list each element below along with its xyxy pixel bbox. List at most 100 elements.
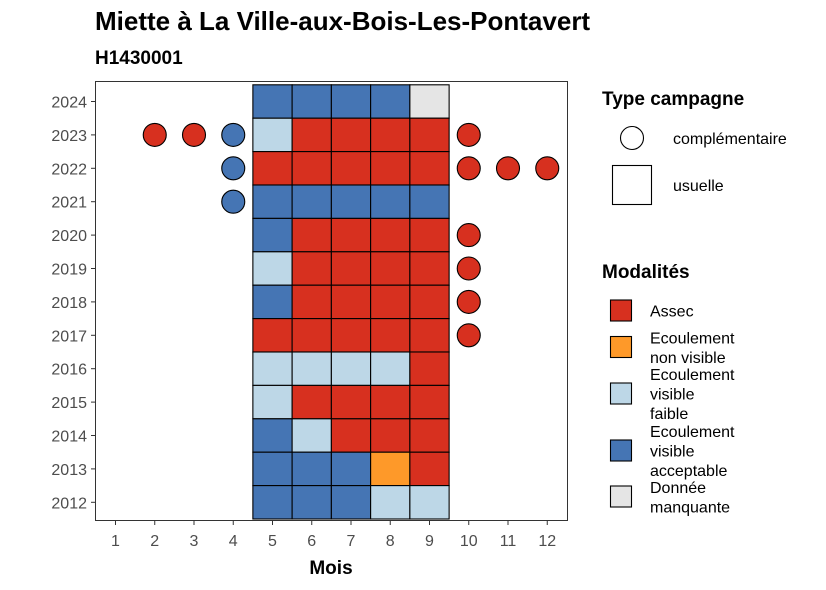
y-axis: 2024 2023 2022 2021 2020 2019 2018 2017 2016 2015…	[51, 95, 95, 512]
tile-2012-6	[291, 485, 332, 520]
tile-2019-8	[370, 251, 411, 286]
x-tick-label: 8	[386, 533, 395, 550]
tile-2020-5	[252, 217, 293, 253]
point-2020-10	[456, 223, 481, 248]
legend-key-ecoul_vf	[609, 382, 633, 405]
tile-2023-6	[291, 117, 332, 153]
y-tick-label: 2023	[51, 128, 87, 145]
tile-2020-8	[370, 217, 411, 253]
tile-2014-5	[252, 418, 293, 453]
tile-2019-5	[252, 251, 293, 286]
y-tick-label: 2021	[51, 195, 87, 212]
legend-type-label: complémentaire	[673, 131, 787, 148]
y-tick-label: 2016	[51, 362, 87, 379]
point-2017-10	[456, 323, 481, 348]
tile-2015-9	[409, 384, 450, 420]
tile-2022-7	[330, 151, 372, 186]
tile-2023-5	[252, 117, 293, 153]
tile-2015-7	[330, 384, 372, 420]
y-tick-label: 2014	[51, 429, 87, 446]
tile-2020-9	[409, 217, 450, 253]
tile-2023-7	[330, 117, 372, 153]
y-tick-label: 2024	[51, 95, 87, 112]
tile-2024-7	[330, 84, 372, 119]
point-2019-10	[456, 256, 481, 281]
tile-2017-6	[291, 318, 332, 353]
x-tick-label: 9	[425, 533, 434, 550]
tile-2021-5	[252, 184, 293, 219]
y-tick-label: 2012	[51, 495, 87, 512]
y-tick-label: 2019	[51, 262, 87, 279]
legend-key-ecoul_va	[609, 439, 633, 462]
y-tick-label: 2013	[51, 462, 87, 479]
tile-2019-9	[409, 251, 450, 286]
legend-key-ecoul_nv	[609, 335, 633, 359]
point-2022-4	[221, 156, 246, 181]
tile-2014-9	[409, 418, 450, 453]
point-2022-11	[495, 156, 521, 181]
tile-2017-5	[252, 318, 293, 353]
tile-2014-7	[330, 418, 372, 453]
legend-label-ecoul_va: Ecoulement visible acceptable	[650, 424, 735, 480]
x-tick-label: 12	[538, 533, 556, 550]
legend-type-label: usuelle	[673, 178, 724, 195]
legend-type: complémentaire usuelle	[611, 125, 787, 206]
tile-2015-6	[291, 384, 332, 420]
chart-subtitle: H1430001	[95, 48, 183, 69]
point-2023-2	[142, 122, 167, 147]
point-2021-4	[221, 189, 246, 214]
tile-2012-9	[409, 485, 450, 520]
legend-label-ecoul_nv: Ecoulement non visible	[650, 330, 735, 367]
chart-title: Miette à La Ville-aux-Bois-Les-Pontavert	[95, 6, 590, 36]
tile-2023-9	[409, 117, 450, 153]
point-2023-10	[456, 122, 481, 147]
tile-2012-5	[252, 485, 293, 520]
tile-2020-7	[330, 217, 372, 253]
x-tick-label: 6	[307, 533, 316, 550]
x-tick-label: 10	[460, 533, 478, 550]
legend-type-circle-key	[619, 125, 645, 151]
tile-2013-9	[409, 451, 450, 487]
y-tick-label: 2022	[51, 161, 87, 178]
tile-2021-8	[370, 184, 411, 219]
x-tick-label: 11	[500, 533, 517, 550]
tile-2014-8	[370, 418, 411, 453]
tile-2021-6	[291, 184, 332, 219]
y-tick-label: 2020	[51, 228, 87, 245]
tile-2016-9	[409, 351, 450, 386]
tile-2021-7	[330, 184, 372, 219]
tile-2013-5	[252, 451, 293, 487]
tile-2012-8	[370, 485, 411, 520]
tile-2016-5	[252, 351, 293, 386]
x-tick-label: 3	[190, 533, 199, 550]
tile-2019-7	[330, 251, 372, 286]
tile-2022-8	[370, 151, 411, 186]
tile-2024-9	[409, 84, 450, 119]
tile-2018-5	[252, 284, 293, 320]
tile-2024-5	[252, 84, 293, 119]
tile-2015-5	[252, 384, 293, 420]
tile-2016-8	[370, 351, 411, 386]
legend-label-assec: Assec	[650, 304, 694, 321]
chart-marks	[142, 84, 560, 520]
point-2022-10	[456, 156, 481, 181]
tile-2013-7	[330, 451, 372, 487]
point-2022-12	[535, 156, 560, 181]
tile-2017-9	[409, 318, 450, 353]
y-tick-label: 2017	[51, 328, 87, 345]
legend-key-assec	[609, 299, 633, 322]
x-tick-label: 2	[150, 533, 159, 550]
tile-2015-8	[370, 384, 411, 420]
tile-2020-6	[291, 217, 332, 253]
legend-type-square-key	[611, 164, 653, 206]
legend-type-title: Type campagne	[602, 89, 744, 110]
tile-2017-7	[330, 318, 372, 353]
tile-2017-8	[370, 318, 411, 353]
tile-2016-6	[291, 351, 332, 386]
legend-label-ecoul_vf: Ecoulement visible faible	[650, 367, 735, 423]
y-tick-label: 2015	[51, 395, 87, 412]
tile-2018-7	[330, 284, 372, 320]
y-tick-label: 2018	[51, 295, 87, 312]
tile-2019-6	[291, 251, 332, 286]
